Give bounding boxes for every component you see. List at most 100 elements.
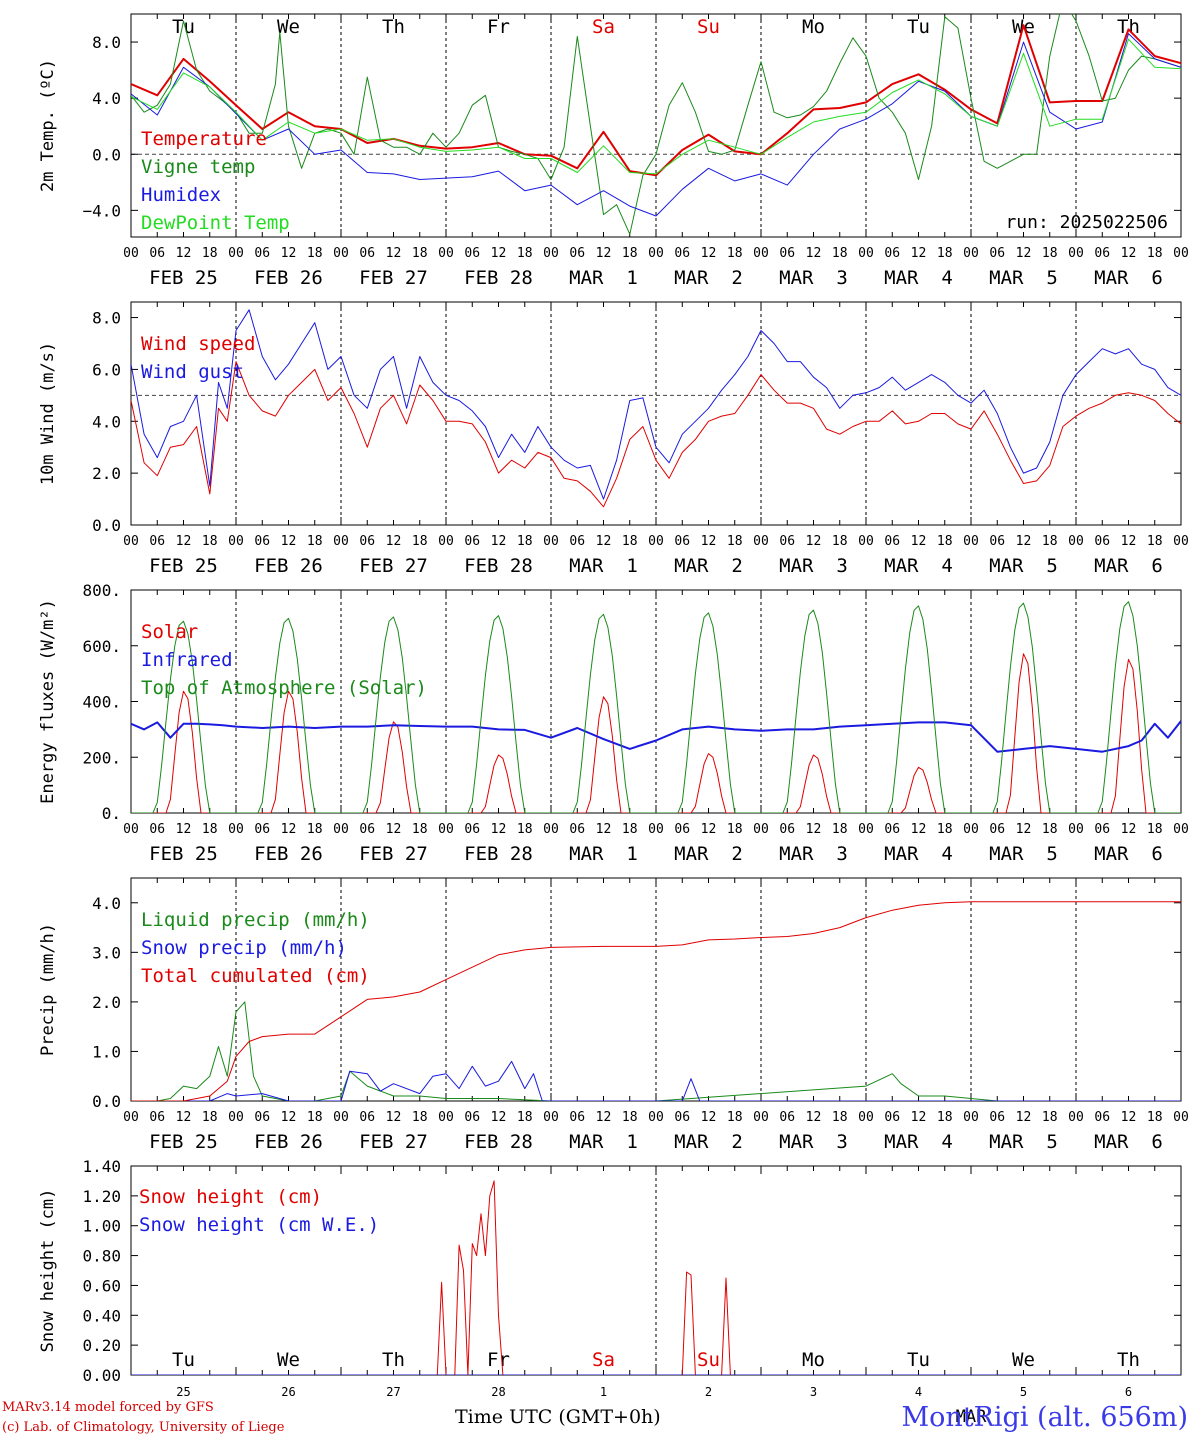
data-point xyxy=(1089,56,1090,57)
data-point xyxy=(489,640,490,641)
data-point xyxy=(1075,128,1076,129)
data-point xyxy=(984,410,985,411)
data-point xyxy=(301,382,302,383)
x-hour-label: 06 xyxy=(149,534,165,549)
data-point xyxy=(367,447,368,448)
data-point xyxy=(472,423,473,424)
data-point xyxy=(708,151,709,152)
x-hour-label: 18 xyxy=(937,534,953,549)
x-hour-label: 12 xyxy=(1016,246,1032,261)
data-point xyxy=(1128,746,1129,747)
data-point xyxy=(1049,441,1050,442)
data-point xyxy=(196,70,197,71)
data-point xyxy=(822,652,823,653)
data-point xyxy=(1049,465,1050,466)
data-point xyxy=(879,98,880,99)
data-point xyxy=(419,179,420,180)
data-point xyxy=(822,774,823,775)
data-point xyxy=(371,764,372,765)
data-point xyxy=(1023,154,1024,155)
x-hour-label: 12 xyxy=(176,822,192,837)
data-point xyxy=(892,410,893,411)
x-hour-label: 18 xyxy=(307,246,323,261)
data-point xyxy=(852,426,853,427)
data-point xyxy=(472,176,473,177)
data-point xyxy=(957,423,958,424)
y-tick-label: 4.0 xyxy=(92,89,121,108)
data-point xyxy=(725,740,726,741)
data-point xyxy=(480,719,481,720)
data-point xyxy=(830,739,831,740)
data-point xyxy=(432,382,433,383)
legend-entry: Snow height (cm W.E.) xyxy=(139,1214,379,1236)
data-point xyxy=(397,727,398,728)
data-point xyxy=(682,149,683,150)
data-point xyxy=(524,452,525,453)
data-point xyxy=(839,63,840,64)
x-day-number: 4 xyxy=(915,1385,922,1399)
data-point xyxy=(603,946,604,947)
data-point xyxy=(406,408,407,409)
data-point xyxy=(577,480,578,481)
data-point xyxy=(944,93,945,94)
data-point xyxy=(459,421,460,422)
x-date-label: MAR 3 xyxy=(779,267,848,289)
data-point xyxy=(1049,112,1050,113)
series-group xyxy=(131,14,1181,235)
series-group xyxy=(131,601,1181,813)
x-hour-label: 00 xyxy=(333,1110,349,1125)
data-point xyxy=(577,172,578,173)
data-point xyxy=(577,36,578,37)
data-point xyxy=(1102,121,1103,122)
data-point xyxy=(494,765,495,766)
x-hour-label: 06 xyxy=(1094,1110,1110,1125)
data-point xyxy=(813,106,814,107)
data-point xyxy=(157,722,158,723)
data-point xyxy=(279,754,280,755)
data-point xyxy=(1128,348,1129,349)
data-point xyxy=(144,112,145,113)
x-hour-label: 12 xyxy=(596,822,612,837)
legend-entry: DewPoint Temp xyxy=(141,212,290,234)
x-date-label: FEB 28 xyxy=(464,843,533,865)
x-hour-label: 18 xyxy=(517,246,533,261)
data-point xyxy=(695,439,696,440)
data-point xyxy=(1075,100,1076,101)
data-point xyxy=(813,754,814,755)
data-point xyxy=(205,785,206,786)
x-hour-label: 12 xyxy=(911,534,927,549)
data-point xyxy=(852,395,853,396)
x-date-label: MAR 2 xyxy=(674,843,743,865)
data-point xyxy=(459,400,460,401)
data-point xyxy=(655,215,656,216)
x-hour-label: 00 xyxy=(963,1110,979,1125)
x-date-label: FEB 26 xyxy=(254,267,323,289)
data-point xyxy=(865,917,866,918)
x-hour-label: 12 xyxy=(386,246,402,261)
x-hour-label: 12 xyxy=(1016,1110,1032,1125)
data-point xyxy=(1005,712,1006,713)
data-point xyxy=(1019,681,1020,682)
data-point xyxy=(494,1180,495,1181)
data-point xyxy=(292,630,293,631)
x-hour-label: 18 xyxy=(622,822,638,837)
data-point xyxy=(800,806,801,807)
data-point xyxy=(161,765,162,766)
x-hour-label: 18 xyxy=(307,534,323,549)
y-axis-title: 2m Temp. (ºC) xyxy=(38,59,58,192)
data-point xyxy=(157,105,158,106)
data-point xyxy=(1115,795,1116,796)
data-point xyxy=(686,763,687,764)
data-point xyxy=(314,727,315,728)
data-point xyxy=(1128,392,1129,393)
data-point xyxy=(655,173,656,174)
data-point xyxy=(183,444,184,445)
data-point xyxy=(721,390,722,391)
data-point xyxy=(896,761,897,762)
data-point xyxy=(157,457,158,458)
data-point xyxy=(839,116,840,117)
data-point xyxy=(550,158,551,159)
data-point xyxy=(1010,161,1011,162)
data-point xyxy=(813,377,814,378)
x-hour-label: 06 xyxy=(674,534,690,549)
